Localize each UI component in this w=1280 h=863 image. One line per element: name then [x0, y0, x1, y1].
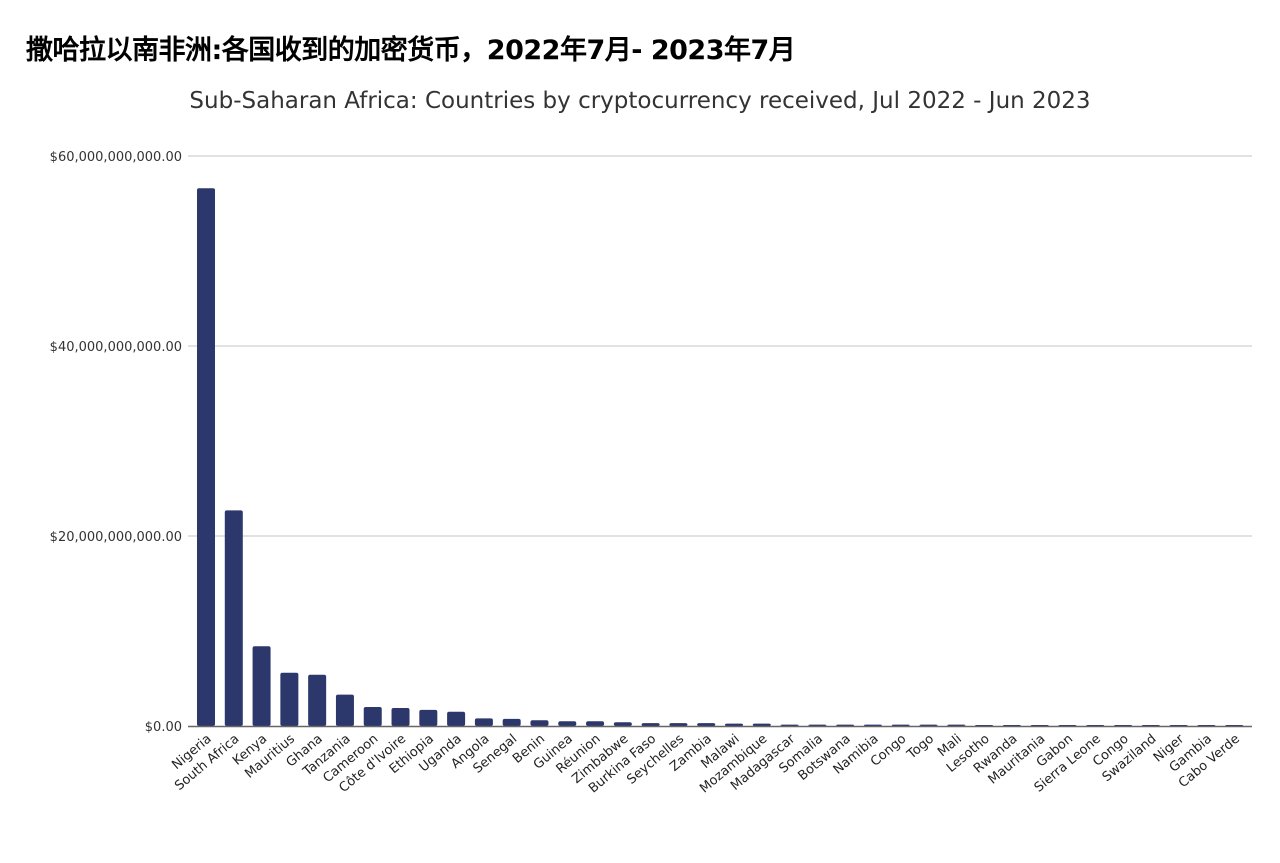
- x-tick-label: Togo: [904, 732, 937, 763]
- bar: [641, 723, 660, 726]
- y-tick-label: $60,000,000,000.00: [50, 150, 182, 165]
- bar: [308, 674, 327, 726]
- bar: [502, 718, 521, 726]
- y-axis-ticks: $0.00 $20,000,000,000.00 $40,000,000,000.0…: [50, 150, 182, 735]
- bar: [447, 711, 466, 726]
- chart-title-text: Sub-Saharan Africa: Countries by cryptoc…: [189, 88, 1091, 114]
- chart-title: Sub-Saharan Africa: Countries by cryptoc…: [0, 88, 1280, 114]
- bar: [780, 724, 799, 726]
- bar: [558, 721, 577, 726]
- bar: [697, 723, 716, 726]
- chinese-title: 撒哈拉以南非洲:各国收到的加密货币，2022年7月- 2023年7月: [26, 35, 796, 66]
- bar: [863, 724, 882, 726]
- bar: [391, 707, 410, 726]
- bar: [752, 723, 771, 726]
- bar: [725, 723, 743, 726]
- bar: [613, 722, 632, 726]
- bar: [919, 724, 938, 726]
- bar: [947, 724, 966, 726]
- bar: [280, 672, 299, 726]
- bar: [224, 510, 243, 726]
- y-tick-label: $40,000,000,000.00: [50, 340, 182, 355]
- gridlines: [188, 155, 1252, 537]
- bar: [197, 188, 215, 727]
- bar: [808, 724, 827, 726]
- y-tick-label: $0.00: [145, 720, 182, 735]
- bar: [252, 646, 271, 726]
- bar: [419, 709, 438, 726]
- bar: [363, 707, 382, 726]
- bar: [836, 724, 855, 726]
- y-tick-label: $20,000,000,000.00: [50, 530, 182, 545]
- bar: [335, 694, 354, 726]
- bar: [891, 724, 910, 726]
- bar: [474, 718, 493, 726]
- bars: [197, 188, 1244, 727]
- bar: [530, 720, 549, 726]
- bar: [586, 721, 605, 726]
- bar: [669, 723, 688, 726]
